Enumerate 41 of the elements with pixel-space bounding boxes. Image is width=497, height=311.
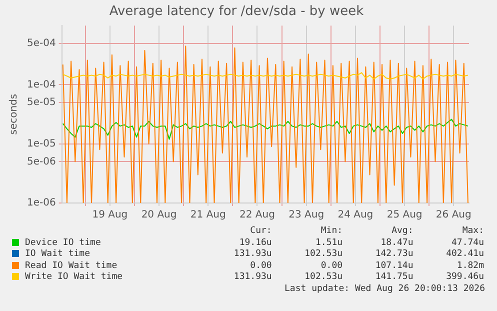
text: 131.93u bbox=[232, 272, 273, 284]
text: 1.51u bbox=[314, 238, 344, 249]
text: 1.82m bbox=[456, 260, 485, 272]
x-tick-label: 20 Aug bbox=[141, 210, 177, 221]
x-tick-label: 21 Aug bbox=[190, 210, 226, 221]
y-tick-label: 1e-06 bbox=[26, 198, 56, 209]
y-tick-label: 5e-04 bbox=[26, 38, 56, 49]
text: 102.53u bbox=[304, 249, 344, 260]
text: 0.00 bbox=[320, 260, 344, 272]
legend-label: Read IO Wait time bbox=[24, 260, 118, 272]
text: 141.75u bbox=[374, 272, 414, 284]
text: Min: bbox=[320, 226, 344, 238]
text: 142.73u bbox=[374, 249, 414, 260]
x-tick-label: 26 Aug bbox=[436, 210, 472, 221]
x-tick-label: 23 Aug bbox=[288, 210, 324, 221]
x-tick-label: 22 Aug bbox=[240, 210, 275, 221]
text: Max: bbox=[461, 226, 485, 238]
y-axis-title: seconds bbox=[8, 94, 20, 135]
legend-label: IO Wait time bbox=[24, 249, 92, 260]
text: 402.41u bbox=[445, 249, 485, 260]
y-tick-label: 1e-04 bbox=[26, 79, 56, 90]
legend-label: Device IO time bbox=[24, 238, 102, 249]
legend-label: Write IO Wait time bbox=[24, 272, 124, 284]
text: Cur: bbox=[249, 226, 273, 238]
text: 399.46u bbox=[445, 272, 485, 284]
chart-title: Average latency for /dev/sda - by week bbox=[109, 4, 364, 20]
y-tick-label: 1e-05 bbox=[26, 138, 56, 150]
y-tick-label: 5e-05 bbox=[26, 97, 56, 108]
y-tick-label: 5e-06 bbox=[26, 156, 56, 168]
text: Last update: Wed Aug 26 20:00:13 2026 bbox=[284, 284, 485, 294]
text: 107.14u bbox=[374, 260, 414, 272]
x-tick-label: 24 Aug bbox=[338, 210, 374, 221]
text: 0.00 bbox=[249, 260, 273, 272]
text: 131.93u bbox=[232, 249, 273, 260]
x-tick-label: 25 Aug bbox=[386, 210, 422, 221]
text: 102.53u bbox=[304, 272, 344, 284]
text: Avg: bbox=[390, 226, 414, 238]
x-tick-label: 19 Aug bbox=[92, 210, 128, 221]
text: 19.16u bbox=[238, 238, 273, 249]
text: 47.74u bbox=[450, 238, 485, 249]
text: 18.47u bbox=[380, 238, 414, 249]
